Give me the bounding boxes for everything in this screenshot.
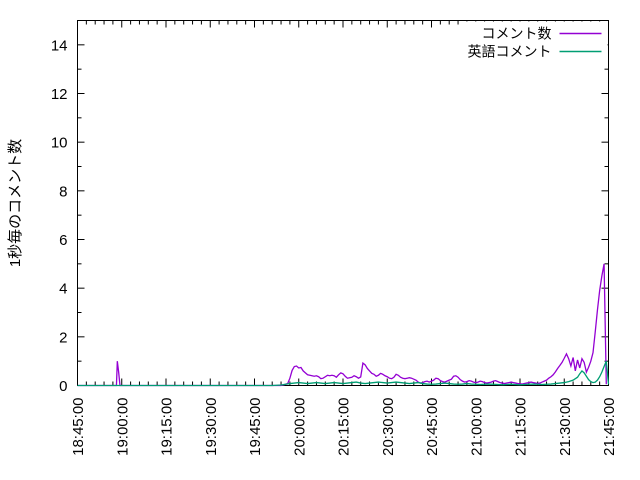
x-tick-label: 21:45:00 — [601, 398, 618, 456]
y-tick-label: 14 — [51, 37, 68, 54]
plot-frame — [77, 20, 609, 386]
legend-label-2: 英語コメント — [468, 44, 552, 60]
series-line-1 — [77, 263, 607, 387]
legend-label-1: コメント数 — [482, 26, 552, 42]
y-axis-title: 1秒毎のコメント数 — [7, 139, 24, 267]
y-tick-label: 12 — [51, 86, 68, 103]
legend-background — [459, 21, 608, 62]
x-tick-label: 19:45:00 — [247, 398, 264, 456]
x-tick-label: 20:45:00 — [424, 398, 441, 456]
x-tick-label: 19:15:00 — [159, 398, 176, 456]
x-tick-label: 21:15:00 — [513, 398, 530, 456]
x-tick-label: 19:30:00 — [203, 398, 220, 456]
x-tick-label: 21:00:00 — [468, 398, 485, 456]
series-line-2 — [77, 360, 610, 387]
x-tick-label: 18:45:00 — [70, 398, 87, 456]
y-tick-label: 4 — [59, 281, 67, 298]
y-tick-label: 0 — [59, 378, 67, 395]
x-tick-label: 21:30:00 — [557, 398, 574, 456]
x-tick-label: 20:30:00 — [380, 398, 397, 456]
x-tick-label: 19:00:00 — [114, 398, 131, 456]
y-tick-label: 6 — [59, 232, 67, 249]
y-tick-label: 10 — [51, 135, 68, 152]
y-tick-label: 8 — [59, 183, 67, 200]
x-tick-label: 20:15:00 — [336, 398, 353, 456]
x-tick-label: 20:00:00 — [291, 398, 308, 456]
y-tick-label: 2 — [59, 329, 67, 346]
